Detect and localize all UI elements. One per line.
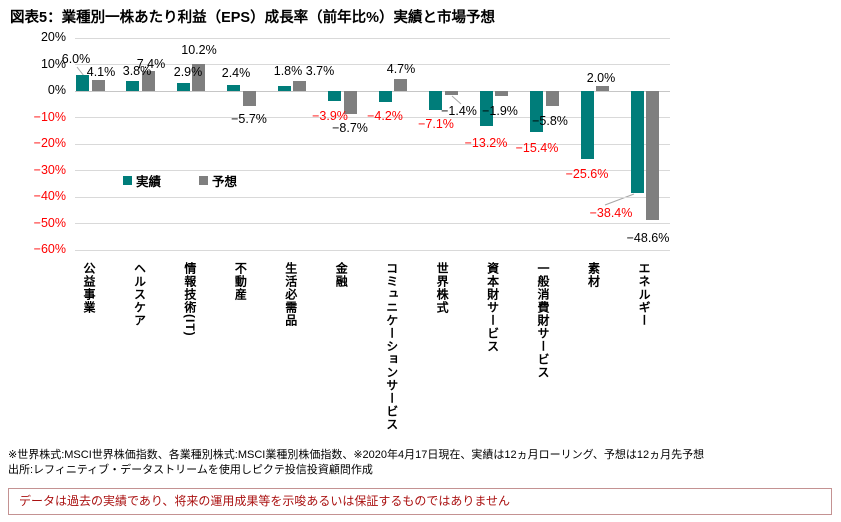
bar-value-label-actual: −38.4% <box>589 206 633 220</box>
bar-value-label-actual: 2.4% <box>221 66 251 80</box>
bar-forecast <box>343 91 357 115</box>
actual-swatch-icon <box>123 176 132 185</box>
gridline <box>75 196 670 198</box>
bar-value-label-actual: 6.0% <box>61 52 91 66</box>
chart-title: 図表5：業種別一株あたり利益（EPS）成長率（前年比%）実績と市場予想 <box>10 10 495 26</box>
bar-value-label-forecast: −5.8% <box>532 114 568 128</box>
gridline <box>75 223 670 224</box>
bar-actual <box>277 86 291 91</box>
bar-actual <box>479 91 493 126</box>
x-category-label: コミュニケーションサービス <box>384 262 399 431</box>
bar-value-label-actual: 3.8% <box>122 64 152 78</box>
bar-actual <box>328 91 342 102</box>
footnote-line-2: 出所:レフィニティブ・データストリームを使用しピクテ投信投資顧問作成 <box>8 464 373 477</box>
y-tick-label: −40% <box>33 189 66 203</box>
bar-value-label-forecast: −1.9% <box>482 104 518 118</box>
x-category-label: 世界株式 <box>435 262 450 314</box>
bar-actual <box>176 83 190 91</box>
bar-forecast <box>394 78 408 91</box>
x-category-label: 不動産 <box>233 262 248 301</box>
bar-value-label-actual: 2.9% <box>173 65 203 79</box>
bar-forecast <box>293 81 307 91</box>
bar-value-label-actual: −7.1% <box>418 117 454 131</box>
forecast-swatch-icon <box>199 176 209 185</box>
legend-item-actual: 実績 <box>123 171 161 190</box>
bar-value-label-actual: −15.4% <box>515 141 559 155</box>
bar-value-label-forecast: 4.7% <box>386 62 416 76</box>
disclaimer-text: データは過去の実績であり、将来の運用成果等を示唆あるいは保証するものではありませ… <box>19 494 511 508</box>
bar-forecast <box>444 91 458 95</box>
bar-value-label-forecast: 3.7% <box>305 64 335 78</box>
bar-forecast <box>545 91 559 107</box>
bar-forecast <box>91 80 105 91</box>
bar-value-label-forecast: 7.4% <box>136 57 166 71</box>
bar-forecast <box>495 91 509 97</box>
legend-label-forecast: 予想 <box>212 175 238 189</box>
bar-value-label-forecast: −48.6% <box>626 231 670 245</box>
gridline <box>75 117 670 118</box>
gridline <box>75 37 670 39</box>
footnotes: ※世界株式:MSCI世界株価指数、各業種別株式:MSCI業種別株価指数、※202… <box>8 448 704 479</box>
bar-actual <box>630 91 644 193</box>
bar-value-label-actual: 1.8% <box>273 64 303 78</box>
x-category-label: 生活必需品 <box>283 262 298 327</box>
bar-actual <box>378 91 392 103</box>
x-category-label: 資本財サービス <box>485 262 500 353</box>
bar-actual <box>126 80 140 91</box>
bar-value-label-forecast: −8.7% <box>332 121 368 135</box>
gridline <box>75 249 670 251</box>
legend-item-forecast: 予想 <box>199 171 237 190</box>
gridline <box>75 64 670 65</box>
bar-value-label-forecast: 2.0% <box>586 71 616 85</box>
x-category-label: 素材 <box>586 262 601 288</box>
bar-value-label-actual: −25.6% <box>565 167 609 181</box>
bar-value-label-actual: −3.9% <box>312 109 348 123</box>
bar-actual <box>580 91 594 159</box>
leader-line <box>451 95 462 105</box>
bar-value-label-actual: −13.2% <box>464 136 508 150</box>
bar-forecast <box>646 91 660 220</box>
x-category-label: ヘルスケア <box>132 262 147 327</box>
y-tick-label: −60% <box>33 242 66 256</box>
chart-legend: 実績 予想 <box>123 171 237 190</box>
gridline <box>75 90 670 92</box>
y-tick-label: −30% <box>33 162 66 177</box>
x-category-label: エネルギー <box>636 262 651 327</box>
bar-actual <box>429 91 443 110</box>
y-tick-label: −50% <box>33 215 66 230</box>
y-tick-label: 0% <box>47 83 66 97</box>
bar-actual <box>76 75 89 91</box>
y-tick-label: 10% <box>40 56 66 71</box>
gridline <box>75 143 670 145</box>
bar-forecast <box>141 71 155 91</box>
x-category-label: 情報技術(IT) <box>182 262 197 337</box>
bar-forecast <box>242 91 256 107</box>
bar-actual <box>227 84 241 91</box>
bar-forecast <box>192 63 206 91</box>
x-category-label: 一般消費財サービス <box>536 262 551 379</box>
y-tick-label: −20% <box>33 136 66 150</box>
disclaimer-box: データは過去の実績であり、将来の運用成果等を示唆あるいは保証するものではありませ… <box>8 488 832 515</box>
footnote-line-1: ※世界株式:MSCI世界株価指数、各業種別株式:MSCI業種別株価指数、※202… <box>8 449 705 461</box>
bar-forecast <box>596 85 609 91</box>
legend-label-actual: 実績 <box>136 175 162 189</box>
x-category-label: 公益事業 <box>82 262 96 314</box>
y-tick-label: −10% <box>33 109 66 124</box>
gridline <box>75 170 670 171</box>
x-category-label: 金融 <box>334 262 349 288</box>
bar-value-label-forecast: −5.7% <box>231 112 267 126</box>
bar-value-label-forecast: −1.4% <box>441 104 477 118</box>
bar-value-label-forecast: 10.2% <box>181 43 217 57</box>
bar-value-label-forecast: 4.1% <box>86 65 116 79</box>
bar-chart: 実績 予想 20% 10% 0% −10% −20% −30% −40% −50% −60% 6.… <box>33 30 670 431</box>
bar-value-label-actual: −4.2% <box>367 109 403 123</box>
y-tick-label: 20% <box>40 30 66 44</box>
bar-actual <box>530 91 544 132</box>
